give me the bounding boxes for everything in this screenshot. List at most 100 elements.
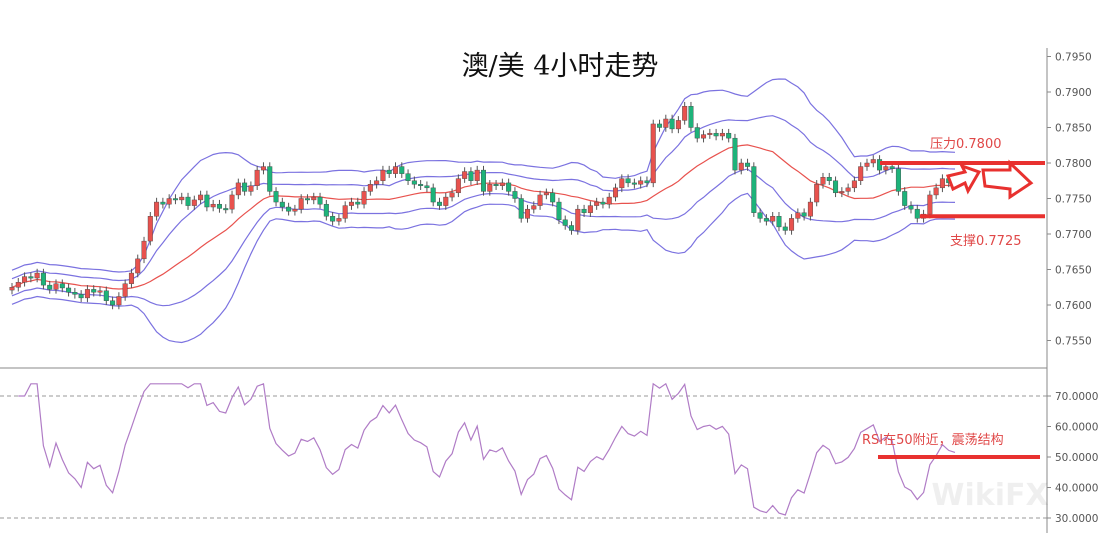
rsi-tick-label: 50.0000: [1055, 452, 1098, 464]
candle-body: [927, 194, 933, 215]
y-tick-label: 0.7900: [1055, 87, 1092, 99]
candle-body: [682, 105, 688, 121]
candle-body: [135, 258, 141, 274]
candle-body: [254, 169, 260, 186]
candle-body: [939, 178, 945, 189]
candle-body: [763, 218, 769, 222]
candle-body: [789, 218, 795, 231]
candle-body: [405, 173, 411, 181]
candle-body: [732, 137, 738, 171]
candle-body: [493, 184, 499, 187]
candle-body: [826, 176, 832, 181]
candle-body: [719, 132, 725, 137]
candle-body: [468, 171, 474, 181]
candle-body: [908, 205, 914, 210]
candle-body: [91, 289, 97, 293]
rsi-tick-label: 40.0000: [1055, 483, 1098, 495]
y-tick-label: 0.7750: [1055, 194, 1092, 206]
candle-body: [675, 120, 681, 130]
candle-body: [198, 194, 204, 201]
candle-body: [361, 191, 367, 205]
y-tick-label: 0.7950: [1055, 52, 1092, 64]
candle-body: [839, 191, 845, 194]
candle-body: [751, 166, 757, 213]
candle-body: [487, 184, 493, 192]
arrow-right-icon: [981, 159, 1034, 200]
candle-body: [688, 105, 694, 128]
resistance-label: 压力0.7800: [930, 137, 1002, 152]
candle-body: [531, 205, 537, 210]
candle-body: [367, 184, 373, 192]
candle-body: [669, 118, 675, 130]
candle-body: [455, 178, 461, 194]
candle-body: [53, 283, 59, 290]
candle-body: [22, 276, 28, 283]
candle-body: [59, 283, 65, 289]
candle-body: [701, 134, 707, 139]
price-pane: [9, 78, 1045, 344]
candle-body: [380, 169, 386, 181]
candle-body: [430, 187, 436, 203]
bollinger-inner-upper-band: [11, 115, 956, 282]
candle-body: [342, 205, 348, 219]
candle-body: [562, 219, 568, 226]
candle-body: [525, 208, 531, 219]
candle-body: [336, 218, 342, 222]
rsi-tick-label: 30.0000: [1055, 513, 1098, 525]
candle-body: [594, 201, 600, 206]
candle-body: [613, 187, 619, 198]
y-tick-label: 0.7650: [1055, 265, 1092, 277]
candle-body: [355, 201, 361, 205]
candle-body: [587, 205, 593, 213]
candle-body: [820, 176, 826, 185]
candle-body: [66, 287, 72, 293]
candle-body: [210, 203, 216, 208]
candle-body: [713, 132, 719, 137]
candle-body: [223, 208, 229, 211]
candle-body: [399, 166, 405, 174]
candle-body: [248, 185, 254, 192]
candle-body: [72, 292, 78, 295]
candle-body: [738, 162, 744, 171]
candle-body: [78, 294, 84, 299]
candle-body: [726, 132, 732, 139]
candle-body: [122, 283, 128, 297]
candle-body: [556, 201, 562, 221]
y-tick-label: 0.7800: [1055, 158, 1092, 170]
rsi-annotation-label: RSI在50附近，震荡结构: [862, 433, 1004, 448]
support-label: 支撑0.7725: [950, 234, 1022, 249]
candle-body: [745, 162, 751, 167]
candle-body: [782, 226, 788, 231]
candle-body: [512, 191, 518, 199]
candle-body: [770, 216, 776, 222]
candle-body: [619, 178, 625, 189]
candle-body: [569, 225, 575, 231]
candle-body: [845, 187, 851, 192]
candle-body: [128, 272, 134, 284]
candle-body: [870, 159, 876, 164]
candle-body: [776, 216, 782, 228]
rsi-tick-label: 70.0000: [1055, 391, 1098, 403]
candle-body: [499, 182, 505, 186]
candle-body: [260, 166, 266, 171]
candle-body: [694, 127, 700, 139]
candle-body: [330, 216, 336, 222]
candle-body: [34, 272, 40, 279]
candle-body: [411, 180, 417, 185]
candle-body: [657, 123, 663, 128]
candle-body: [902, 191, 908, 206]
candle-body: [273, 191, 279, 203]
candle-body: [707, 132, 713, 135]
candle-body: [103, 290, 109, 301]
candle-body: [84, 289, 90, 299]
candle-body: [141, 240, 147, 260]
y-tick-label: 0.7600: [1055, 300, 1092, 312]
candle-body: [160, 201, 166, 205]
candle-body: [851, 180, 857, 189]
candle-body: [47, 284, 53, 290]
candle-body: [279, 201, 285, 208]
candle-body: [286, 206, 292, 212]
candle-body: [154, 201, 160, 217]
candle-body: [242, 182, 248, 192]
